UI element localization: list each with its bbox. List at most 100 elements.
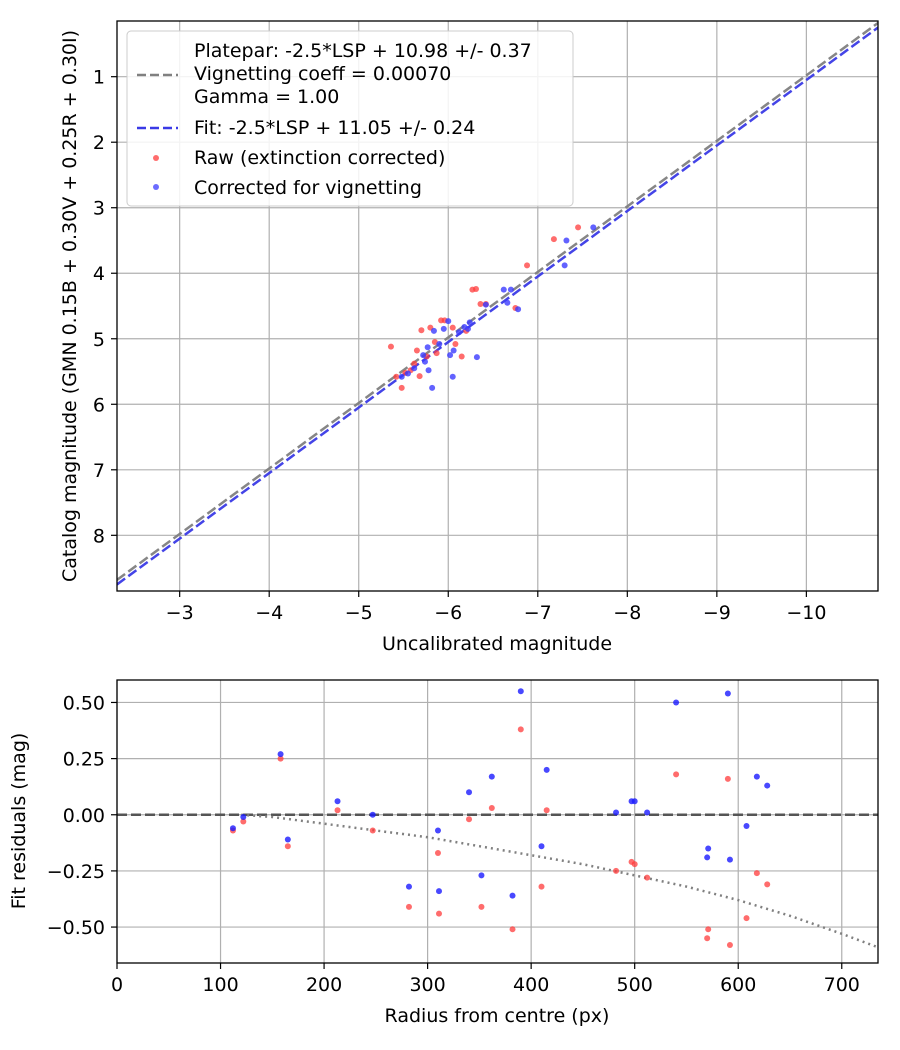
bottom-grid: [116, 680, 878, 963]
top-corrected-point: [440, 325, 447, 332]
top-corrected-point: [404, 370, 411, 377]
bottom-x-tick-label: 100: [202, 974, 238, 996]
magnitude-calibration-chart: −3 −4 −5 −6 −7 −8 −9 −10 1 2 3 4 5 6 7 8 Uncalibrated …: [59, 20, 879, 655]
bottom-x-tick-label: 0: [111, 974, 123, 996]
bottom-corrected-point: [436, 888, 443, 895]
legend-platepar-label-line2: Vignetting coeff = 0.00070: [194, 63, 451, 85]
top-raw-point: [413, 347, 420, 354]
top-corrected-point: [430, 327, 437, 334]
top-corrected-point: [424, 344, 431, 351]
top-raw-point: [477, 301, 484, 308]
bottom-corrected-point: [517, 688, 524, 695]
top-raw-point: [524, 262, 531, 269]
bottom-raw-point: [644, 874, 651, 881]
bottom-x-axis-label: Radius from centre (px): [385, 1005, 610, 1027]
bottom-raw-point: [631, 861, 638, 868]
bottom-x-tick-label: 300: [409, 974, 445, 996]
bottom-scatter-points: [229, 688, 771, 949]
top-y-tick-label: 1: [93, 67, 105, 89]
top-fit-lines: [117, 21, 878, 586]
legend-raw-marker: [153, 155, 159, 161]
bottom-corrected-point: [631, 798, 638, 805]
top-scatter-points: [387, 224, 597, 391]
bottom-corrected-point: [705, 845, 712, 852]
top-x-tick-label: −9: [703, 602, 731, 624]
bottom-corrected-point: [277, 751, 284, 758]
top-corrected-point: [411, 365, 418, 372]
top-corrected-point: [563, 237, 570, 244]
top-raw-point: [387, 343, 394, 350]
top-raw-point: [550, 236, 557, 243]
bottom-raw-point: [478, 903, 485, 910]
bottom-raw-point: [705, 926, 712, 933]
top-raw-point: [393, 373, 400, 380]
bottom-raw-point: [369, 827, 376, 834]
top-y-tick-label: 6: [93, 394, 105, 416]
top-raw-point: [458, 353, 465, 360]
top-raw-point: [418, 327, 425, 334]
legend-platepar-label-line1: Platepar: -2.5*LSP + 10.98 +/- 0.37: [194, 40, 532, 62]
top-corrected-point: [507, 286, 514, 293]
top-x-tick-label: −4: [255, 602, 283, 624]
bottom-raw-point: [726, 942, 733, 949]
top-x-axis-label: Uncalibrated magnitude: [382, 633, 612, 655]
fit-line: [117, 26, 878, 586]
top-corrected-point: [449, 373, 456, 380]
bottom-y-axis-label: Fit residuals (mag): [8, 733, 30, 910]
bottom-corrected-point: [434, 827, 441, 834]
bottom-corrected-point: [538, 843, 545, 850]
top-y-tick-label: 5: [93, 329, 105, 351]
top-corrected-point: [466, 319, 473, 326]
bottom-corrected-point: [726, 856, 733, 863]
top-y-tick-label: 4: [93, 263, 105, 285]
top-corrected-point: [590, 224, 597, 231]
bottom-corrected-point: [743, 822, 750, 829]
bottom-y-ticks: 0.50 0.25 0.00 −0.25 −0.50: [47, 692, 117, 939]
bottom-corrected-point: [543, 766, 550, 773]
top-raw-point: [473, 285, 480, 292]
bottom-corrected-point: [284, 836, 291, 843]
top-corrected-point: [515, 306, 522, 313]
top-raw-point: [411, 360, 418, 367]
bottom-corrected-point: [753, 773, 760, 780]
top-corrected-point: [447, 352, 454, 359]
bottom-x-ticks: 0 100 200 300 400 500 600 700: [111, 963, 860, 996]
top-raw-point: [431, 339, 438, 346]
bottom-raw-point: [517, 726, 524, 733]
top-y-ticks: 1 2 3 4 5 6 7 8: [93, 67, 117, 547]
bottom-y-tick-label: 0.25: [63, 749, 105, 771]
top-raw-point: [433, 350, 440, 357]
top-x-tick-label: −3: [166, 602, 194, 624]
bottom-corrected-point: [405, 883, 412, 890]
legend-box: [126, 30, 574, 207]
top-corrected-point: [500, 286, 507, 293]
bottom-raw-point: [284, 843, 291, 850]
top-corrected-point: [445, 318, 452, 325]
top-raw-point: [398, 384, 405, 391]
bottom-raw-point: [488, 805, 495, 812]
legend-raw-label: Raw (extinction corrected): [194, 147, 445, 169]
bottom-corrected-point: [488, 773, 495, 780]
bottom-x-tick-label: 700: [824, 974, 860, 996]
top-corrected-point: [561, 262, 568, 269]
bottom-corrected-point: [613, 809, 620, 816]
bottom-corrected-point: [240, 814, 247, 821]
platepar-line: [117, 21, 878, 581]
top-raw-point: [449, 324, 456, 331]
bottom-corrected-point: [724, 690, 731, 697]
top-x-tick-label: −8: [613, 602, 641, 624]
top-corrected-point: [429, 384, 436, 391]
bottom-corrected-point: [334, 798, 341, 805]
legend-corrected-marker: [153, 184, 159, 190]
bottom-raw-point: [613, 867, 620, 874]
bottom-corrected-point: [509, 892, 516, 899]
bottom-raw-point: [436, 910, 443, 917]
bottom-y-tick-label: −0.25: [47, 861, 105, 883]
bottom-raw-point: [277, 755, 284, 762]
bottom-corrected-point: [764, 782, 771, 789]
bottom-raw-point: [753, 870, 760, 877]
bottom-raw-point: [334, 807, 341, 814]
bottom-corrected-point: [673, 699, 680, 706]
top-x-tick-label: −6: [434, 602, 462, 624]
